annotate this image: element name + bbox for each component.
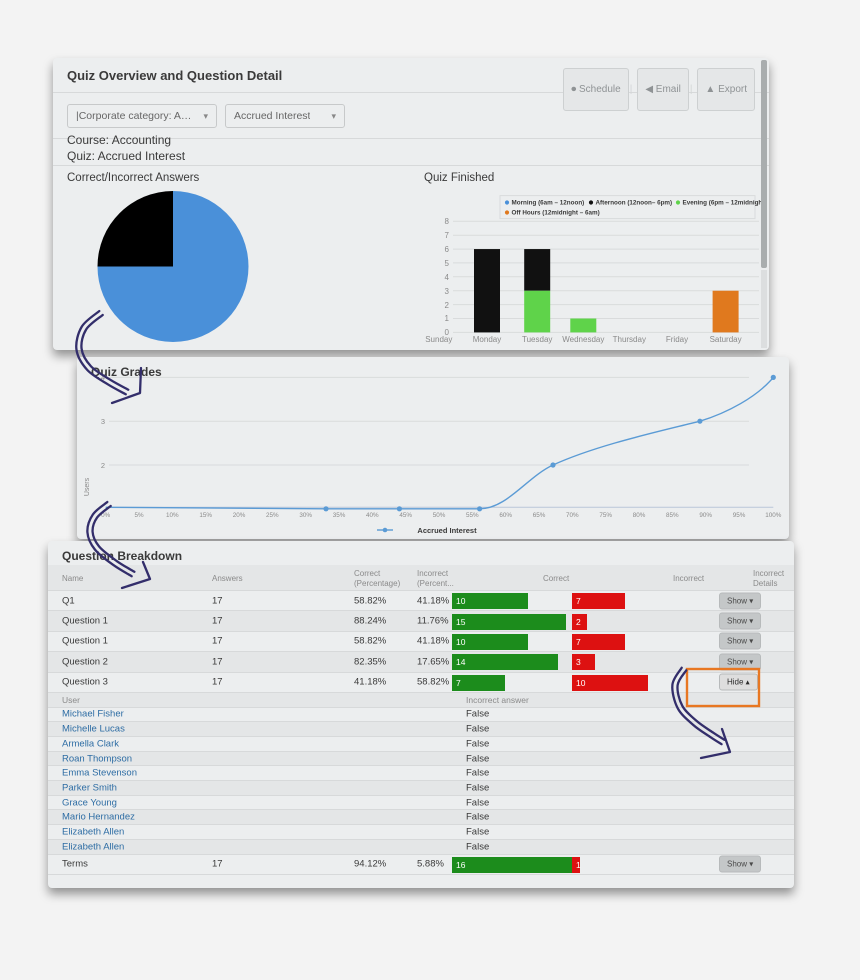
svg-text:Wednesday: Wednesday xyxy=(562,335,604,344)
svg-text:75%: 75% xyxy=(599,512,612,519)
svg-text:Evening (6pm – 12midnight): Evening (6pm – 12midnight) xyxy=(683,200,767,207)
svg-text:Morning (6am – 12noon): Morning (6am – 12noon) xyxy=(512,200,585,207)
svg-text:1: 1 xyxy=(445,314,450,323)
svg-text:85%: 85% xyxy=(666,512,679,519)
svg-text:Sunday: Sunday xyxy=(425,335,452,344)
svg-text:2: 2 xyxy=(101,461,105,470)
svg-text:5: 5 xyxy=(445,259,450,268)
svg-text:Friday: Friday xyxy=(666,335,688,344)
svg-text:5%: 5% xyxy=(134,512,144,519)
svg-text:Accrued Interest: Accrued Interest xyxy=(417,526,477,535)
svg-text:100%: 100% xyxy=(765,512,782,519)
svg-text:20%: 20% xyxy=(233,512,246,519)
svg-text:3: 3 xyxy=(445,287,450,296)
svg-text:Off Hours (12midnight – 6am): Off Hours (12midnight – 6am) xyxy=(512,210,600,217)
svg-text:80%: 80% xyxy=(633,512,646,519)
svg-text:35%: 35% xyxy=(333,512,346,519)
svg-text:55%: 55% xyxy=(466,512,479,519)
svg-text:60%: 60% xyxy=(499,512,512,519)
svg-text:95%: 95% xyxy=(733,512,746,519)
svg-text:45%: 45% xyxy=(399,512,412,519)
svg-text:65%: 65% xyxy=(533,512,546,519)
svg-text:30%: 30% xyxy=(299,512,312,519)
svg-text:Saturday: Saturday xyxy=(710,335,742,344)
svg-text:Monday: Monday xyxy=(473,335,501,344)
svg-text:Tuesday: Tuesday xyxy=(522,335,552,344)
svg-text:3: 3 xyxy=(101,417,105,426)
svg-text:10%: 10% xyxy=(166,512,179,519)
svg-text:Thursday: Thursday xyxy=(613,335,646,344)
svg-text:8: 8 xyxy=(445,217,450,226)
svg-text:0%: 0% xyxy=(101,512,111,519)
svg-text:Afternoon (12noon– 6pm): Afternoon (12noon– 6pm) xyxy=(596,200,673,207)
svg-text:50%: 50% xyxy=(433,512,446,519)
svg-text:Users: Users xyxy=(84,477,91,496)
svg-text:15%: 15% xyxy=(199,512,212,519)
svg-text:4: 4 xyxy=(101,373,105,382)
svg-text:90%: 90% xyxy=(699,512,712,519)
svg-text:7: 7 xyxy=(445,231,450,240)
svg-text:2: 2 xyxy=(445,301,450,310)
svg-text:25%: 25% xyxy=(266,512,279,519)
svg-text:70%: 70% xyxy=(566,512,579,519)
svg-text:6: 6 xyxy=(445,245,450,254)
svg-text:40%: 40% xyxy=(366,512,379,519)
svg-text:4: 4 xyxy=(445,273,450,282)
